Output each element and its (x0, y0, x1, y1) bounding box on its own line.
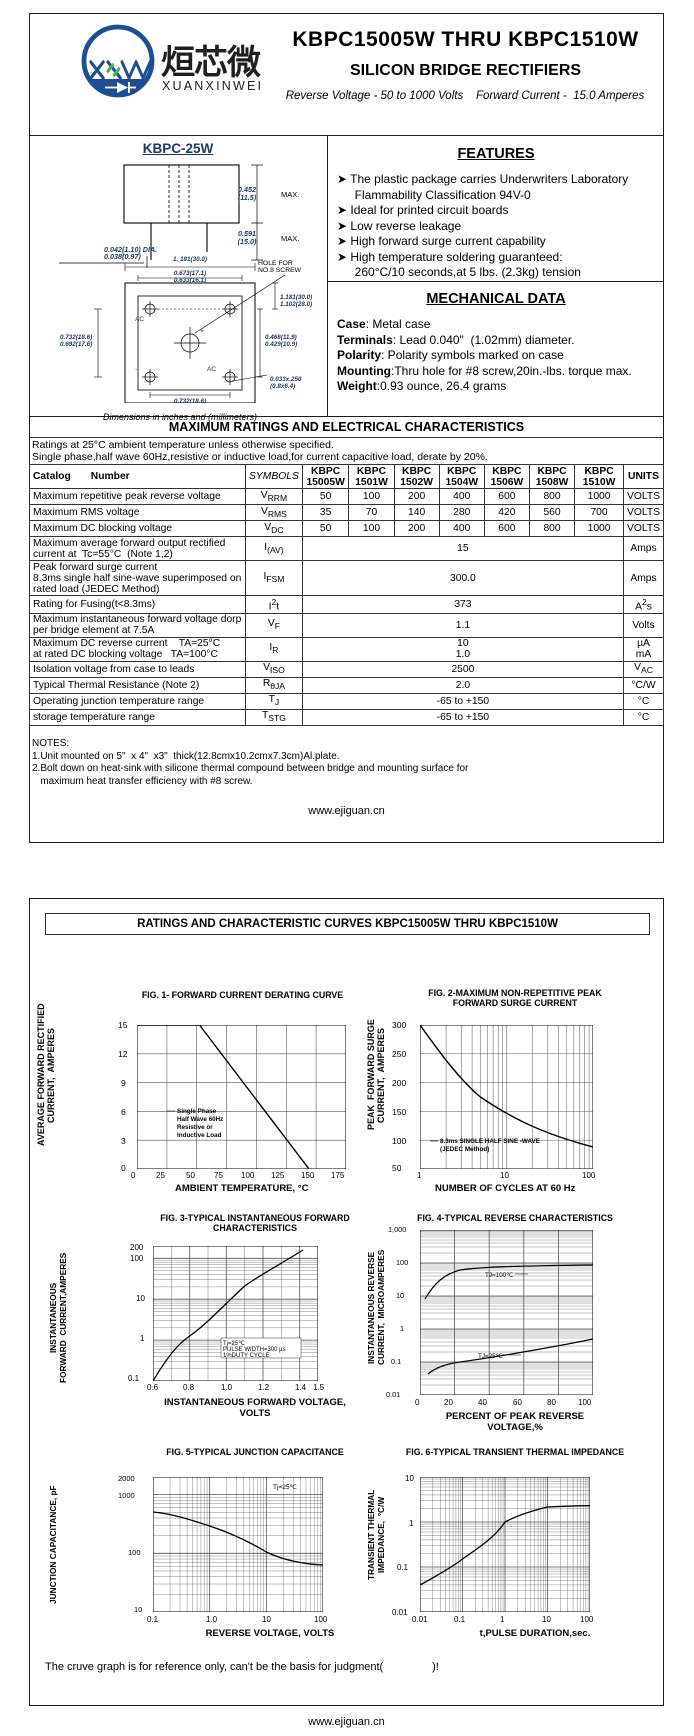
svg-text:(JEDEC Method): (JEDEC Method) (440, 1146, 489, 1153)
svg-text:8.3ms SINGLE HALF SINE -WAVE: 8.3ms SINGLE HALF SINE -WAVE (440, 1138, 540, 1145)
svg-text:AC: AC (135, 316, 144, 323)
svg-text:HOLE FOR: HOLE FOR (258, 260, 293, 267)
svg-text:烜芯微: 烜芯微 (161, 44, 261, 82)
svg-text:Inductive Load: Inductive Load (177, 1132, 222, 1139)
svg-text:Single Phase: Single Phase (177, 1108, 217, 1115)
svg-text:(15.0): (15.0) (238, 237, 257, 246)
svg-text:1.181(30.0): 1.181(30.0) (280, 294, 312, 301)
svg-text:MAX.: MAX. (281, 190, 299, 199)
svg-text:1%DUTY CYCLE: 1%DUTY CYCLE (223, 1353, 270, 1359)
svg-text:0.633(16.1): 0.633(16.1) (174, 277, 206, 284)
svg-text:0.033x.250: 0.033x.250 (270, 376, 302, 383)
svg-text:NO.8 SCREW: NO.8 SCREW (258, 267, 302, 274)
svg-text:Half Wave 60Hz: Half Wave 60Hz (177, 1116, 223, 1123)
svg-text:AC: AC (207, 366, 216, 373)
svg-text:(0.8x6.4): (0.8x6.4) (270, 383, 295, 390)
svg-text:TJ=100℃: TJ=100℃ (485, 1272, 513, 1279)
svg-text:TJ=25℃: TJ=25℃ (478, 1353, 503, 1360)
svg-text:0.468(11.9): 0.468(11.9) (265, 334, 297, 341)
svg-text:0.732(18.6): 0.732(18.6) (174, 398, 206, 403)
svg-text:Resistive or: Resistive or (177, 1124, 213, 1131)
svg-text:(11.5): (11.5) (238, 193, 257, 202)
svg-text:0.732(18.6): 0.732(18.6) (60, 334, 92, 341)
svg-text:0.673(17.1): 0.673(17.1) (174, 270, 206, 277)
svg-text:XUANXINWEI: XUANXINWEI (162, 79, 263, 93)
svg-text:0.429(10.9): 0.429(10.9) (265, 341, 297, 348)
svg-text:0.692(17.6): 0.692(17.6) (60, 341, 92, 348)
svg-text:MAX.: MAX. (281, 234, 299, 243)
svg-text:1.102(28.0): 1.102(28.0) (280, 301, 312, 308)
svg-text:-: - (135, 366, 137, 373)
svg-text:1. 181(30.0): 1. 181(30.0) (173, 256, 207, 263)
svg-text:Tj=25℃: Tj=25℃ (273, 1484, 297, 1491)
